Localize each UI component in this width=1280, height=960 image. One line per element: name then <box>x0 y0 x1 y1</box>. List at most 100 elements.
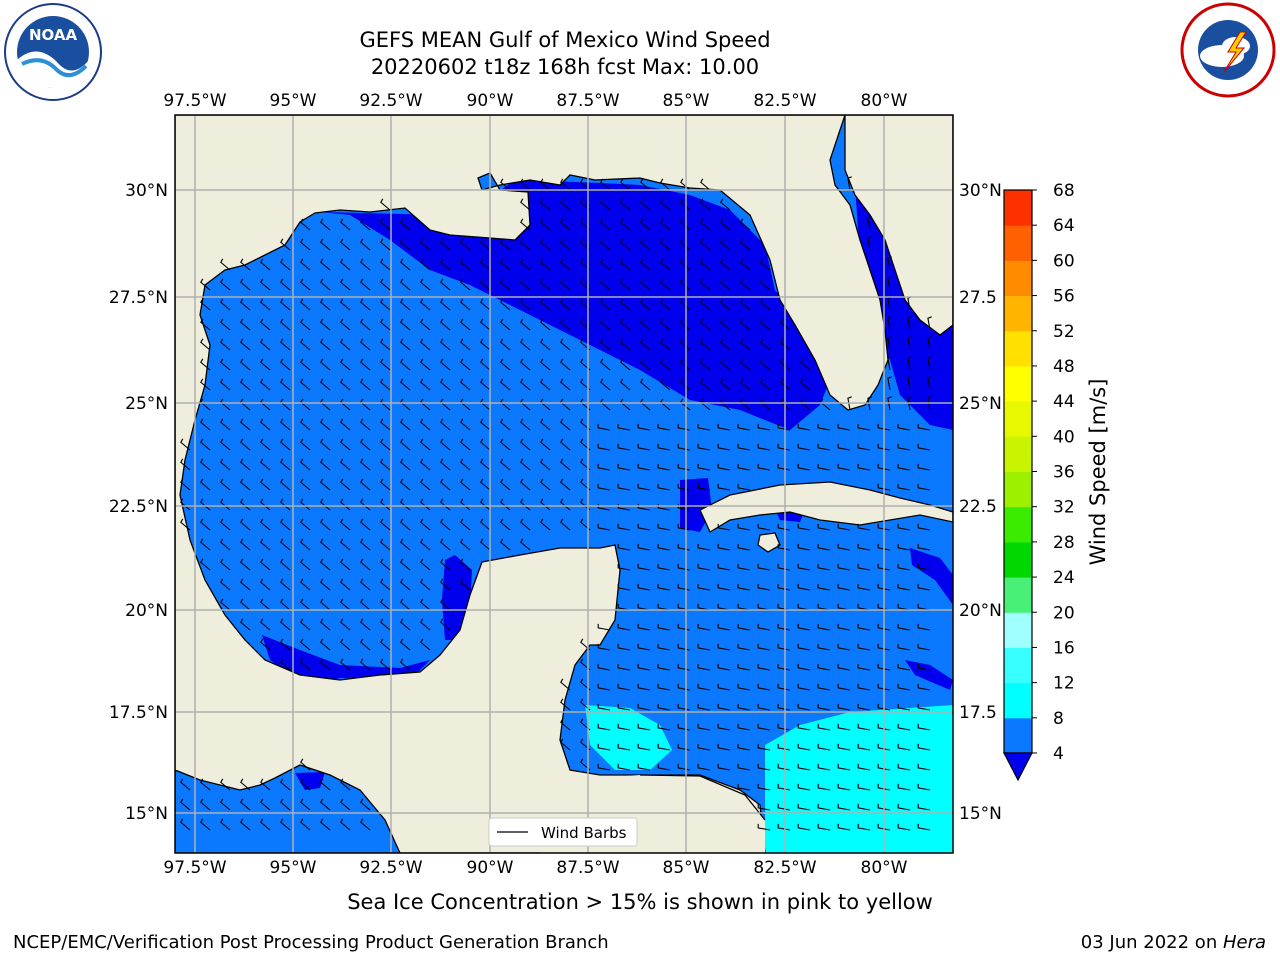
wind-barb <box>560 478 571 491</box>
wind-barb <box>420 258 431 271</box>
wind-barb <box>440 558 451 571</box>
wind-barb <box>360 418 371 431</box>
wind-barb <box>300 578 311 591</box>
wind-barb <box>737 623 751 631</box>
wind-barb <box>460 278 471 291</box>
wind-barb <box>280 418 291 431</box>
lon-tick-top: 80°W <box>861 91 908 111</box>
wind-barb <box>180 478 191 491</box>
wind-barb <box>720 258 731 271</box>
wind-barb <box>300 238 311 251</box>
wind-barb <box>520 298 531 311</box>
wind-barb <box>680 298 691 311</box>
lat-tick-left: 22.5°N <box>109 497 168 517</box>
wind-barb <box>400 218 411 231</box>
wind-barb <box>597 483 611 491</box>
wind-barb <box>637 723 651 731</box>
wind-barb <box>857 443 871 451</box>
wind-barb <box>380 358 391 371</box>
wind-barb <box>597 683 611 691</box>
wind-barb <box>260 278 271 291</box>
wind-barb <box>580 758 591 771</box>
lon-tick-top: 97.5°W <box>163 91 226 111</box>
wind-barb <box>757 623 771 631</box>
wind-barb <box>917 703 931 711</box>
wind-barb <box>797 623 811 631</box>
low-wind-region-1 <box>320 180 830 430</box>
wind-barb <box>777 463 791 471</box>
wind-barb <box>877 423 891 431</box>
wind-barb <box>700 378 711 391</box>
wind-barb <box>887 356 892 371</box>
wind-barb <box>560 378 571 391</box>
wind-barb <box>600 258 611 271</box>
wind-barb <box>420 578 431 591</box>
lat-tick-right: 17.5 <box>959 703 997 723</box>
wind-barb <box>320 618 331 631</box>
wind-barb <box>260 578 271 591</box>
wind-barb <box>837 643 851 651</box>
wind-barb <box>340 778 351 791</box>
colorbar-tick-label: 8 <box>1053 709 1064 729</box>
wind-barb <box>400 618 411 631</box>
wind-barb <box>797 583 811 591</box>
wind-barb <box>757 703 771 711</box>
wind-barb <box>200 518 211 531</box>
wind-barb <box>637 663 651 671</box>
wind-barb <box>857 683 871 691</box>
wind-barb <box>697 703 711 711</box>
wind-barb <box>737 663 751 671</box>
colorbar-segment <box>1004 260 1032 297</box>
wind-barb <box>717 523 731 531</box>
wind-barb <box>300 298 311 311</box>
wind-barb <box>857 643 871 651</box>
wind-barb <box>657 503 671 511</box>
wind-barb <box>867 236 872 251</box>
wind-barb <box>697 743 711 751</box>
wind-barb <box>540 218 551 231</box>
colorbar-tick-label: 60 <box>1053 251 1075 271</box>
lon-tick-top: 87.5°W <box>556 91 619 111</box>
wind-barb <box>480 458 491 471</box>
wind-barb <box>560 458 571 471</box>
wind-barb <box>340 278 351 291</box>
wind-barb <box>400 378 411 391</box>
wind-barb <box>887 336 892 351</box>
wind-barb <box>560 198 571 211</box>
wind-barb <box>717 703 731 711</box>
wind-barb <box>637 763 651 771</box>
wind-barb <box>580 378 591 391</box>
wind-barb <box>620 218 631 231</box>
wind-barb <box>480 258 491 271</box>
wind-barb <box>640 378 651 391</box>
lon-tick-top: 82.5°W <box>753 91 816 111</box>
wind-barb <box>837 463 851 471</box>
wind-barb <box>660 218 671 231</box>
colorbar-segment <box>1004 330 1032 367</box>
wind-barb <box>360 618 371 631</box>
wind-barb <box>480 298 491 311</box>
colorbar-segment <box>1004 612 1032 648</box>
wind-barb <box>777 523 791 531</box>
wind-barb <box>200 478 211 491</box>
wind-barb <box>907 356 912 371</box>
colorbar-segment <box>1004 647 1032 684</box>
wind-barb <box>620 258 631 271</box>
wind-barb <box>240 418 251 431</box>
chart-title: GEFS MEAN Gulf of Mexico Wind Speed <box>359 28 771 52</box>
wind-barb <box>320 298 331 311</box>
wind-barb <box>380 238 391 251</box>
wind-barb <box>857 663 871 671</box>
wind-barb <box>220 818 231 831</box>
wind-barb <box>777 623 791 631</box>
wind-barb <box>340 498 351 511</box>
lon-tick-top: 85°W <box>663 91 710 111</box>
wind-barb <box>400 318 411 331</box>
wind-barb <box>817 623 831 631</box>
wind-barb <box>460 438 471 451</box>
wind-barb <box>320 258 331 271</box>
wind-barb <box>460 538 471 551</box>
wind-barb <box>500 278 511 291</box>
wind-barb <box>757 463 771 471</box>
wind-barb <box>300 758 311 771</box>
